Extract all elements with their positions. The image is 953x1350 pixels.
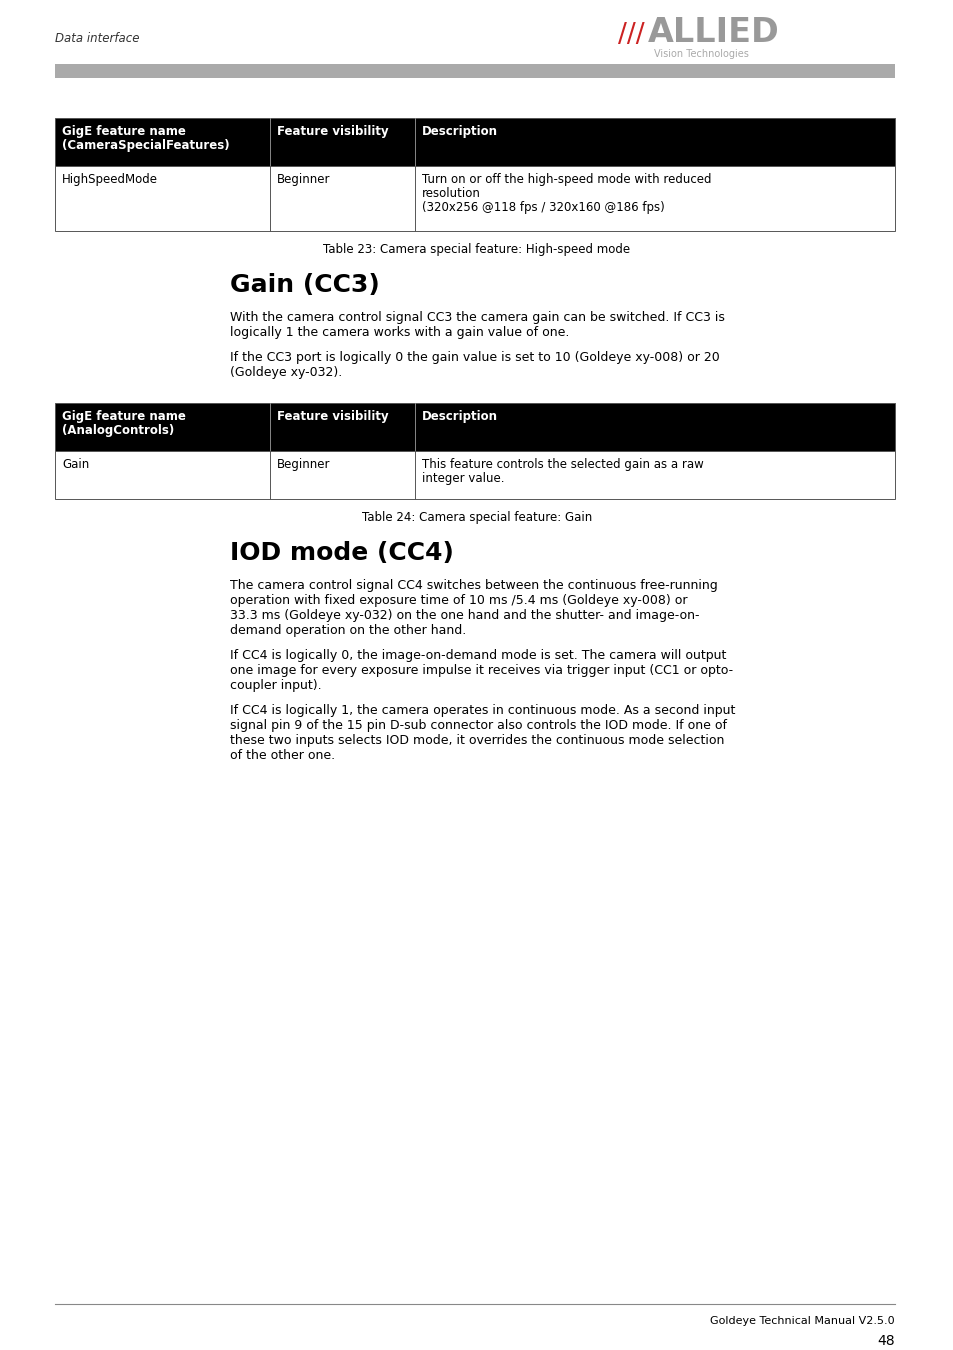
Text: demand operation on the other hand.: demand operation on the other hand. — [230, 624, 466, 637]
Text: If the CC3 port is logically 0 the gain value is set to 10 (Goldeye xy-008) or 2: If the CC3 port is logically 0 the gain … — [230, 351, 719, 364]
Text: integer value.: integer value. — [421, 472, 504, 485]
Text: (CameraSpecialFeatures): (CameraSpecialFeatures) — [62, 139, 230, 153]
Text: Table 23: Camera special feature: High-speed mode: Table 23: Camera special feature: High-s… — [323, 243, 630, 256]
Text: Gain: Gain — [62, 458, 90, 471]
Text: Beginner: Beginner — [276, 173, 330, 186]
Text: resolution: resolution — [421, 188, 480, 200]
Text: one image for every exposure impulse it receives via trigger input (CC1 or opto-: one image for every exposure impulse it … — [230, 664, 732, 676]
Text: Turn on or off the high-speed mode with reduced: Turn on or off the high-speed mode with … — [421, 173, 711, 186]
Bar — [55, 404, 894, 451]
Text: This feature controls the selected gain as a raw: This feature controls the selected gain … — [421, 458, 703, 471]
Text: these two inputs selects IOD mode, it overrides the continuous mode selection: these two inputs selects IOD mode, it ov… — [230, 734, 723, 747]
Text: With the camera control signal CC3 the camera gain can be switched. If CC3 is: With the camera control signal CC3 the c… — [230, 310, 724, 324]
Text: GigE feature name: GigE feature name — [62, 126, 186, 138]
Text: If CC4 is logically 1, the camera operates in continuous mode. As a second input: If CC4 is logically 1, the camera operat… — [230, 703, 735, 717]
Text: Data interface: Data interface — [55, 31, 139, 45]
Bar — [55, 166, 894, 231]
Text: GigE feature name: GigE feature name — [62, 410, 186, 423]
Text: HighSpeedMode: HighSpeedMode — [62, 173, 158, 186]
Text: of the other one.: of the other one. — [230, 749, 335, 761]
Text: (AnalogControls): (AnalogControls) — [62, 424, 174, 437]
Text: Vision Technologies: Vision Technologies — [654, 49, 748, 59]
Text: logically 1 the camera works with a gain value of one.: logically 1 the camera works with a gain… — [230, 325, 569, 339]
Text: Gain (CC3): Gain (CC3) — [230, 273, 379, 297]
Text: coupler input).: coupler input). — [230, 679, 321, 693]
Text: (Goldeye xy-032).: (Goldeye xy-032). — [230, 366, 342, 379]
Bar — [55, 117, 894, 166]
Text: signal pin 9 of the 15 pin D-sub connector also controls the IOD mode. If one of: signal pin 9 of the 15 pin D-sub connect… — [230, 720, 726, 732]
Text: Table 24: Camera special feature: Gain: Table 24: Camera special feature: Gain — [361, 512, 592, 524]
Text: The camera control signal CC4 switches between the continuous free-running: The camera control signal CC4 switches b… — [230, 579, 717, 593]
Text: Goldeye Technical Manual V2.5.0: Goldeye Technical Manual V2.5.0 — [710, 1316, 894, 1326]
Text: Description: Description — [421, 410, 497, 423]
Text: 33.3 ms (Goldeye xy-032) on the one hand and the shutter- and image-on-: 33.3 ms (Goldeye xy-032) on the one hand… — [230, 609, 699, 622]
Text: Beginner: Beginner — [276, 458, 330, 471]
Text: If CC4 is logically 0, the image-on-demand mode is set. The camera will output: If CC4 is logically 0, the image-on-dema… — [230, 649, 725, 662]
Text: ALLIED: ALLIED — [647, 15, 779, 49]
Text: (320x256 @118 fps / 320x160 @186 fps): (320x256 @118 fps / 320x160 @186 fps) — [421, 201, 664, 215]
Text: IOD mode (CC4): IOD mode (CC4) — [230, 541, 454, 566]
Bar — [55, 63, 894, 78]
Text: 48: 48 — [877, 1334, 894, 1349]
Bar — [55, 451, 894, 500]
Text: Feature visibility: Feature visibility — [276, 410, 388, 423]
Text: Description: Description — [421, 126, 497, 138]
Text: Feature visibility: Feature visibility — [276, 126, 388, 138]
Text: ///: /// — [618, 22, 644, 49]
Text: operation with fixed exposure time of 10 ms /5.4 ms (Goldeye xy-008) or: operation with fixed exposure time of 10… — [230, 594, 687, 608]
